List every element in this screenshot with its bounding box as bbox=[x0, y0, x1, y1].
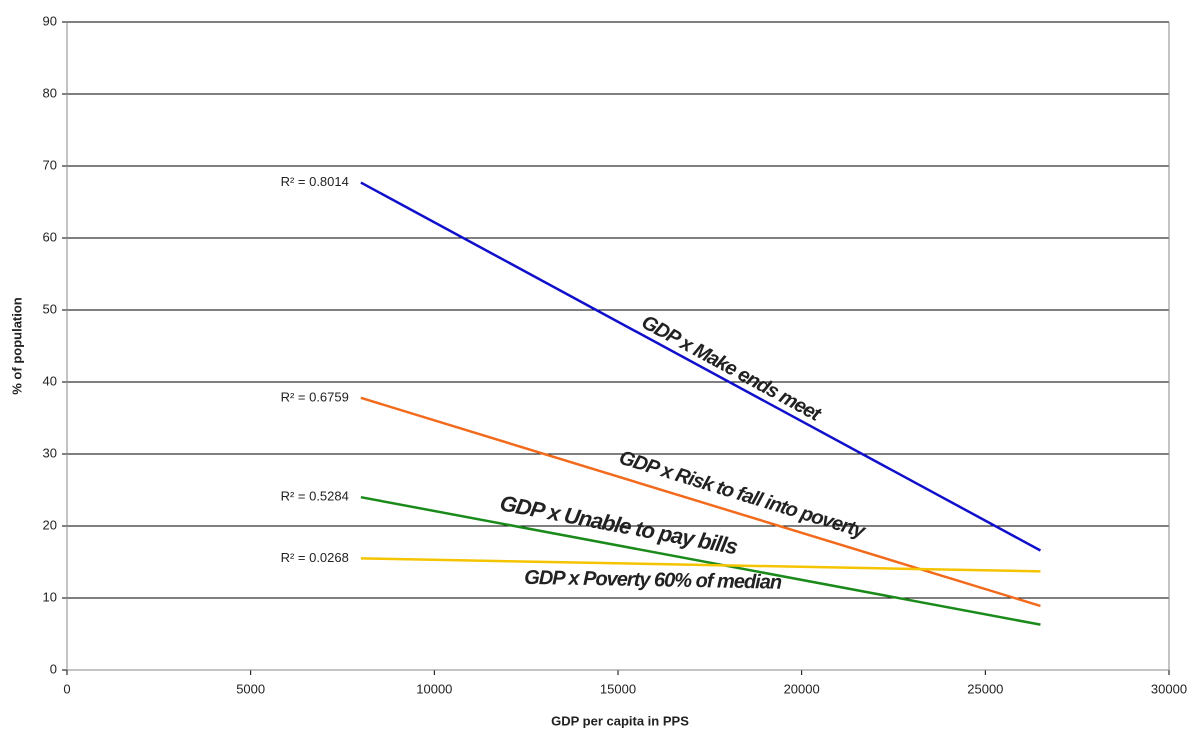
r-squared-label: R² = 0.0268 bbox=[281, 550, 349, 565]
y-tick-label: 60 bbox=[43, 229, 57, 244]
x-tick-label: 20000 bbox=[784, 681, 820, 696]
y-tick-label: 30 bbox=[43, 445, 57, 460]
x-tick-label: 25000 bbox=[967, 681, 1003, 696]
r-squared-label: R² = 0.6759 bbox=[281, 389, 349, 404]
series-label: GDP x Make ends meet bbox=[638, 311, 826, 426]
trend-line bbox=[360, 557, 1041, 573]
trend-line bbox=[360, 495, 1041, 626]
r-squared-label: R² = 0.5284 bbox=[281, 489, 349, 504]
y-tick-label: 80 bbox=[43, 85, 57, 100]
y-tick-label: 20 bbox=[43, 517, 57, 532]
y-tick-label: 40 bbox=[43, 373, 57, 388]
x-tick-label: 5000 bbox=[236, 681, 265, 696]
x-tick-label: 0 bbox=[63, 681, 70, 696]
series-label: GDP x Unable to pay bills bbox=[498, 490, 740, 559]
x-tick-label: 10000 bbox=[416, 681, 452, 696]
x-tick-label: 15000 bbox=[600, 681, 636, 696]
trend-line bbox=[360, 181, 1042, 552]
y-tick-label: 70 bbox=[43, 157, 57, 172]
y-tick-label: 10 bbox=[43, 589, 57, 604]
y-tick-label: 90 bbox=[43, 13, 57, 28]
x-tick-label: 30000 bbox=[1151, 681, 1187, 696]
r-squared-label: R² = 0.8014 bbox=[281, 174, 349, 189]
y-axis-title: % of population bbox=[9, 297, 24, 395]
y-tick-label: 50 bbox=[43, 301, 57, 316]
y-tick-label: 0 bbox=[50, 661, 57, 676]
series-label: GDP x Poverty 60% of median bbox=[524, 567, 782, 594]
x-axis-title: GDP per capita in PPS bbox=[551, 713, 689, 728]
trend-line bbox=[360, 396, 1041, 608]
